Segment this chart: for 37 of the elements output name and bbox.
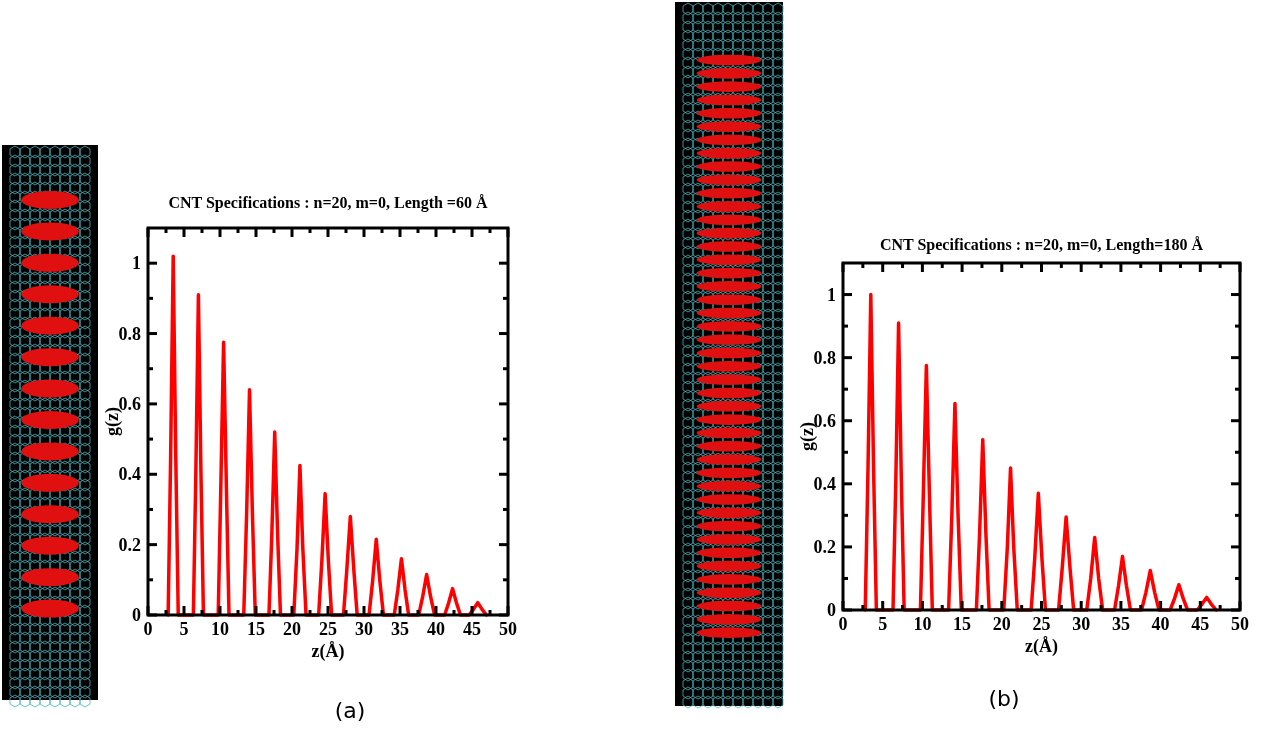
x-tick-label: 45 [463, 619, 481, 639]
x-tick-label: 20 [992, 614, 1011, 634]
y-tick-label: 0.2 [118, 534, 141, 555]
text: (b) [988, 686, 1020, 711]
x-tick-label: 30 [355, 619, 373, 639]
text: (a) [334, 698, 366, 723]
x-axis-title: z(Å) [1025, 636, 1058, 657]
x-tick-label: 50 [1231, 614, 1249, 634]
y-tick-label: 1 [827, 284, 836, 305]
y-tick-label: 0 [827, 600, 836, 620]
x-tick-label: 30 [1072, 614, 1091, 634]
x-axis-title: z(Å) [311, 641, 345, 662]
chart-title: CNT Specifications : n=20, m=0, Length=180 Å [879, 236, 1204, 254]
x-tick-label: 45 [1191, 614, 1210, 634]
x-tick-label: 25 [1032, 614, 1051, 634]
x-tick-label: 35 [391, 619, 409, 639]
x-tick-label: 40 [427, 619, 445, 639]
y-tick-label: 0.4 [813, 473, 836, 494]
y-tick-label: 0.8 [118, 323, 141, 344]
x-tick-label: 15 [247, 619, 265, 639]
x-tick-label: 10 [211, 619, 229, 639]
x-tick-label: 5 [179, 619, 189, 639]
x-tick-label: 40 [1151, 614, 1170, 634]
x-tick-label: 5 [878, 614, 888, 634]
x-tick-label: 15 [953, 614, 972, 634]
x-tick-label: 35 [1111, 614, 1130, 634]
y-tick-label: 0.8 [813, 347, 836, 368]
y-tick-label: 1 [132, 253, 141, 274]
line-series [166, 254, 489, 617]
line-series [863, 292, 1218, 612]
y-tick-label: 0.2 [813, 536, 836, 557]
y-tick-label: 0.4 [118, 464, 141, 485]
x-tick-label: 20 [283, 619, 301, 639]
x-tick-label: 50 [499, 619, 517, 639]
x-tick-label: 25 [319, 619, 337, 639]
chart-title: CNT Specifications : n=20, m=0, Length =60 Å [168, 194, 488, 212]
x-tick-label: 10 [913, 614, 932, 634]
